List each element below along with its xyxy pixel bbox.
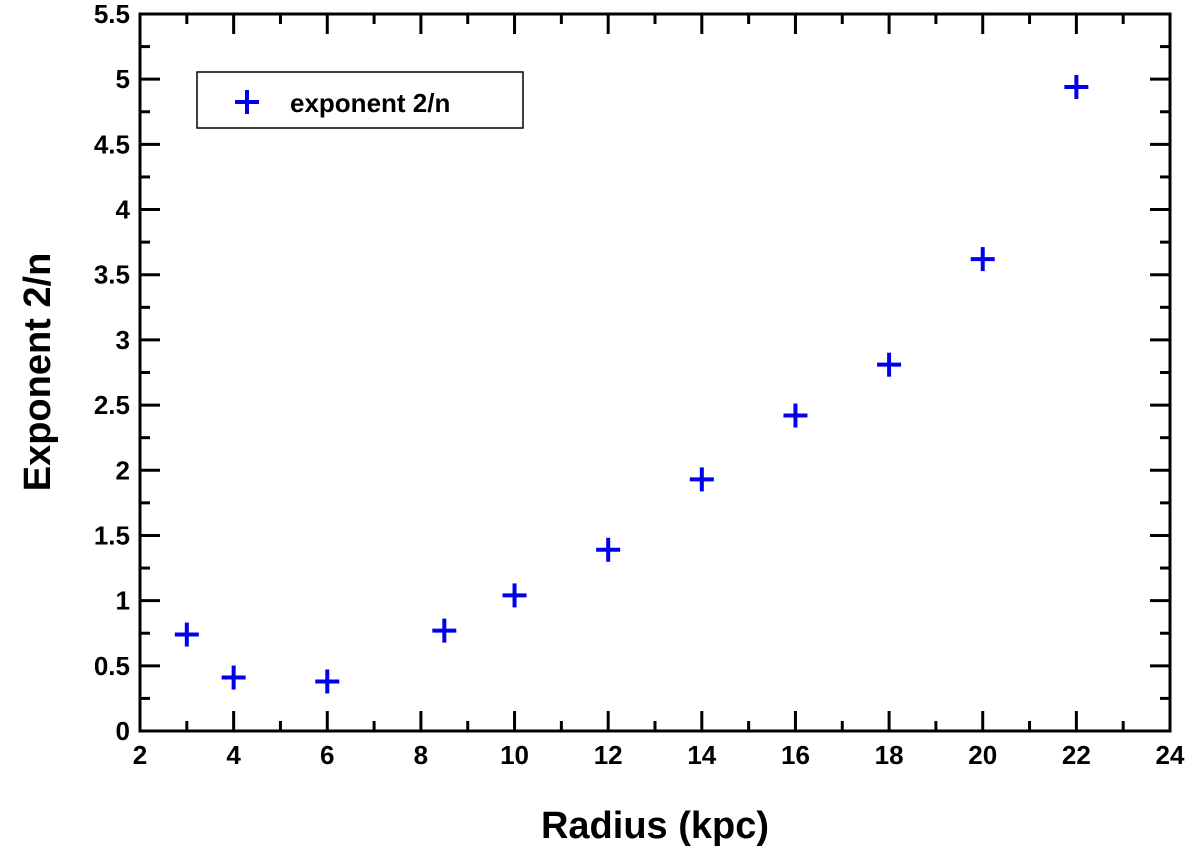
legend-plus-marker <box>235 90 259 114</box>
legend: exponent 2/n <box>196 71 524 129</box>
x-tick-label: 24 <box>1156 740 1185 770</box>
axis-ticks <box>138 12 1172 733</box>
x-tick-labels: 2 4 6 8 10 12 14 16 18 20 22 24 <box>133 740 1185 770</box>
y-tick-label: 4 <box>116 195 131 225</box>
x-tick-label: 20 <box>968 740 997 770</box>
x-axis-title: Radius (kpc) <box>541 805 769 847</box>
y-axis-title: Exponent 2/n <box>17 253 59 492</box>
x-tick-label: 10 <box>500 740 529 770</box>
y-tick-label: 1.5 <box>94 520 130 550</box>
y-tick-label: 0.5 <box>94 651 130 681</box>
data-point <box>502 583 527 608</box>
y-tick-label: 4.5 <box>94 129 130 159</box>
y-tick-label: 5.5 <box>94 0 130 29</box>
x-tick-label: 14 <box>687 740 716 770</box>
y-tick-label: 3 <box>116 325 130 355</box>
data-point <box>596 537 621 562</box>
data-point <box>432 618 457 643</box>
x-tick-label: 12 <box>594 740 623 770</box>
data-points <box>174 75 1089 694</box>
data-point <box>970 247 995 272</box>
data-point <box>315 669 340 694</box>
data-point <box>877 352 902 377</box>
x-tick-label: 4 <box>226 740 241 770</box>
y-tick-label: 1 <box>116 586 130 616</box>
y-tick-label: 0 <box>116 716 130 746</box>
data-point <box>689 467 714 492</box>
x-tick-label: 16 <box>781 740 810 770</box>
y-tick-labels: 0 0.5 1 1.5 2 2.5 3 3.5 4 4.5 5 5.5 <box>94 0 131 746</box>
y-tick-label: 5 <box>116 64 130 94</box>
legend-marker <box>235 90 259 114</box>
data-point <box>783 403 808 428</box>
x-tick-label: 6 <box>320 740 334 770</box>
x-tick-label: 18 <box>875 740 904 770</box>
x-tick-label: 8 <box>414 740 428 770</box>
legend-label: exponent 2/n <box>290 88 450 118</box>
data-point <box>1064 75 1089 100</box>
y-tick-label: 2.5 <box>94 390 130 420</box>
data-point <box>174 622 199 647</box>
data-point <box>221 665 246 690</box>
x-tick-label: 22 <box>1062 740 1091 770</box>
y-tick-label: 2 <box>116 455 130 485</box>
y-tick-label: 3.5 <box>94 260 130 290</box>
x-tick-label: 2 <box>133 740 147 770</box>
